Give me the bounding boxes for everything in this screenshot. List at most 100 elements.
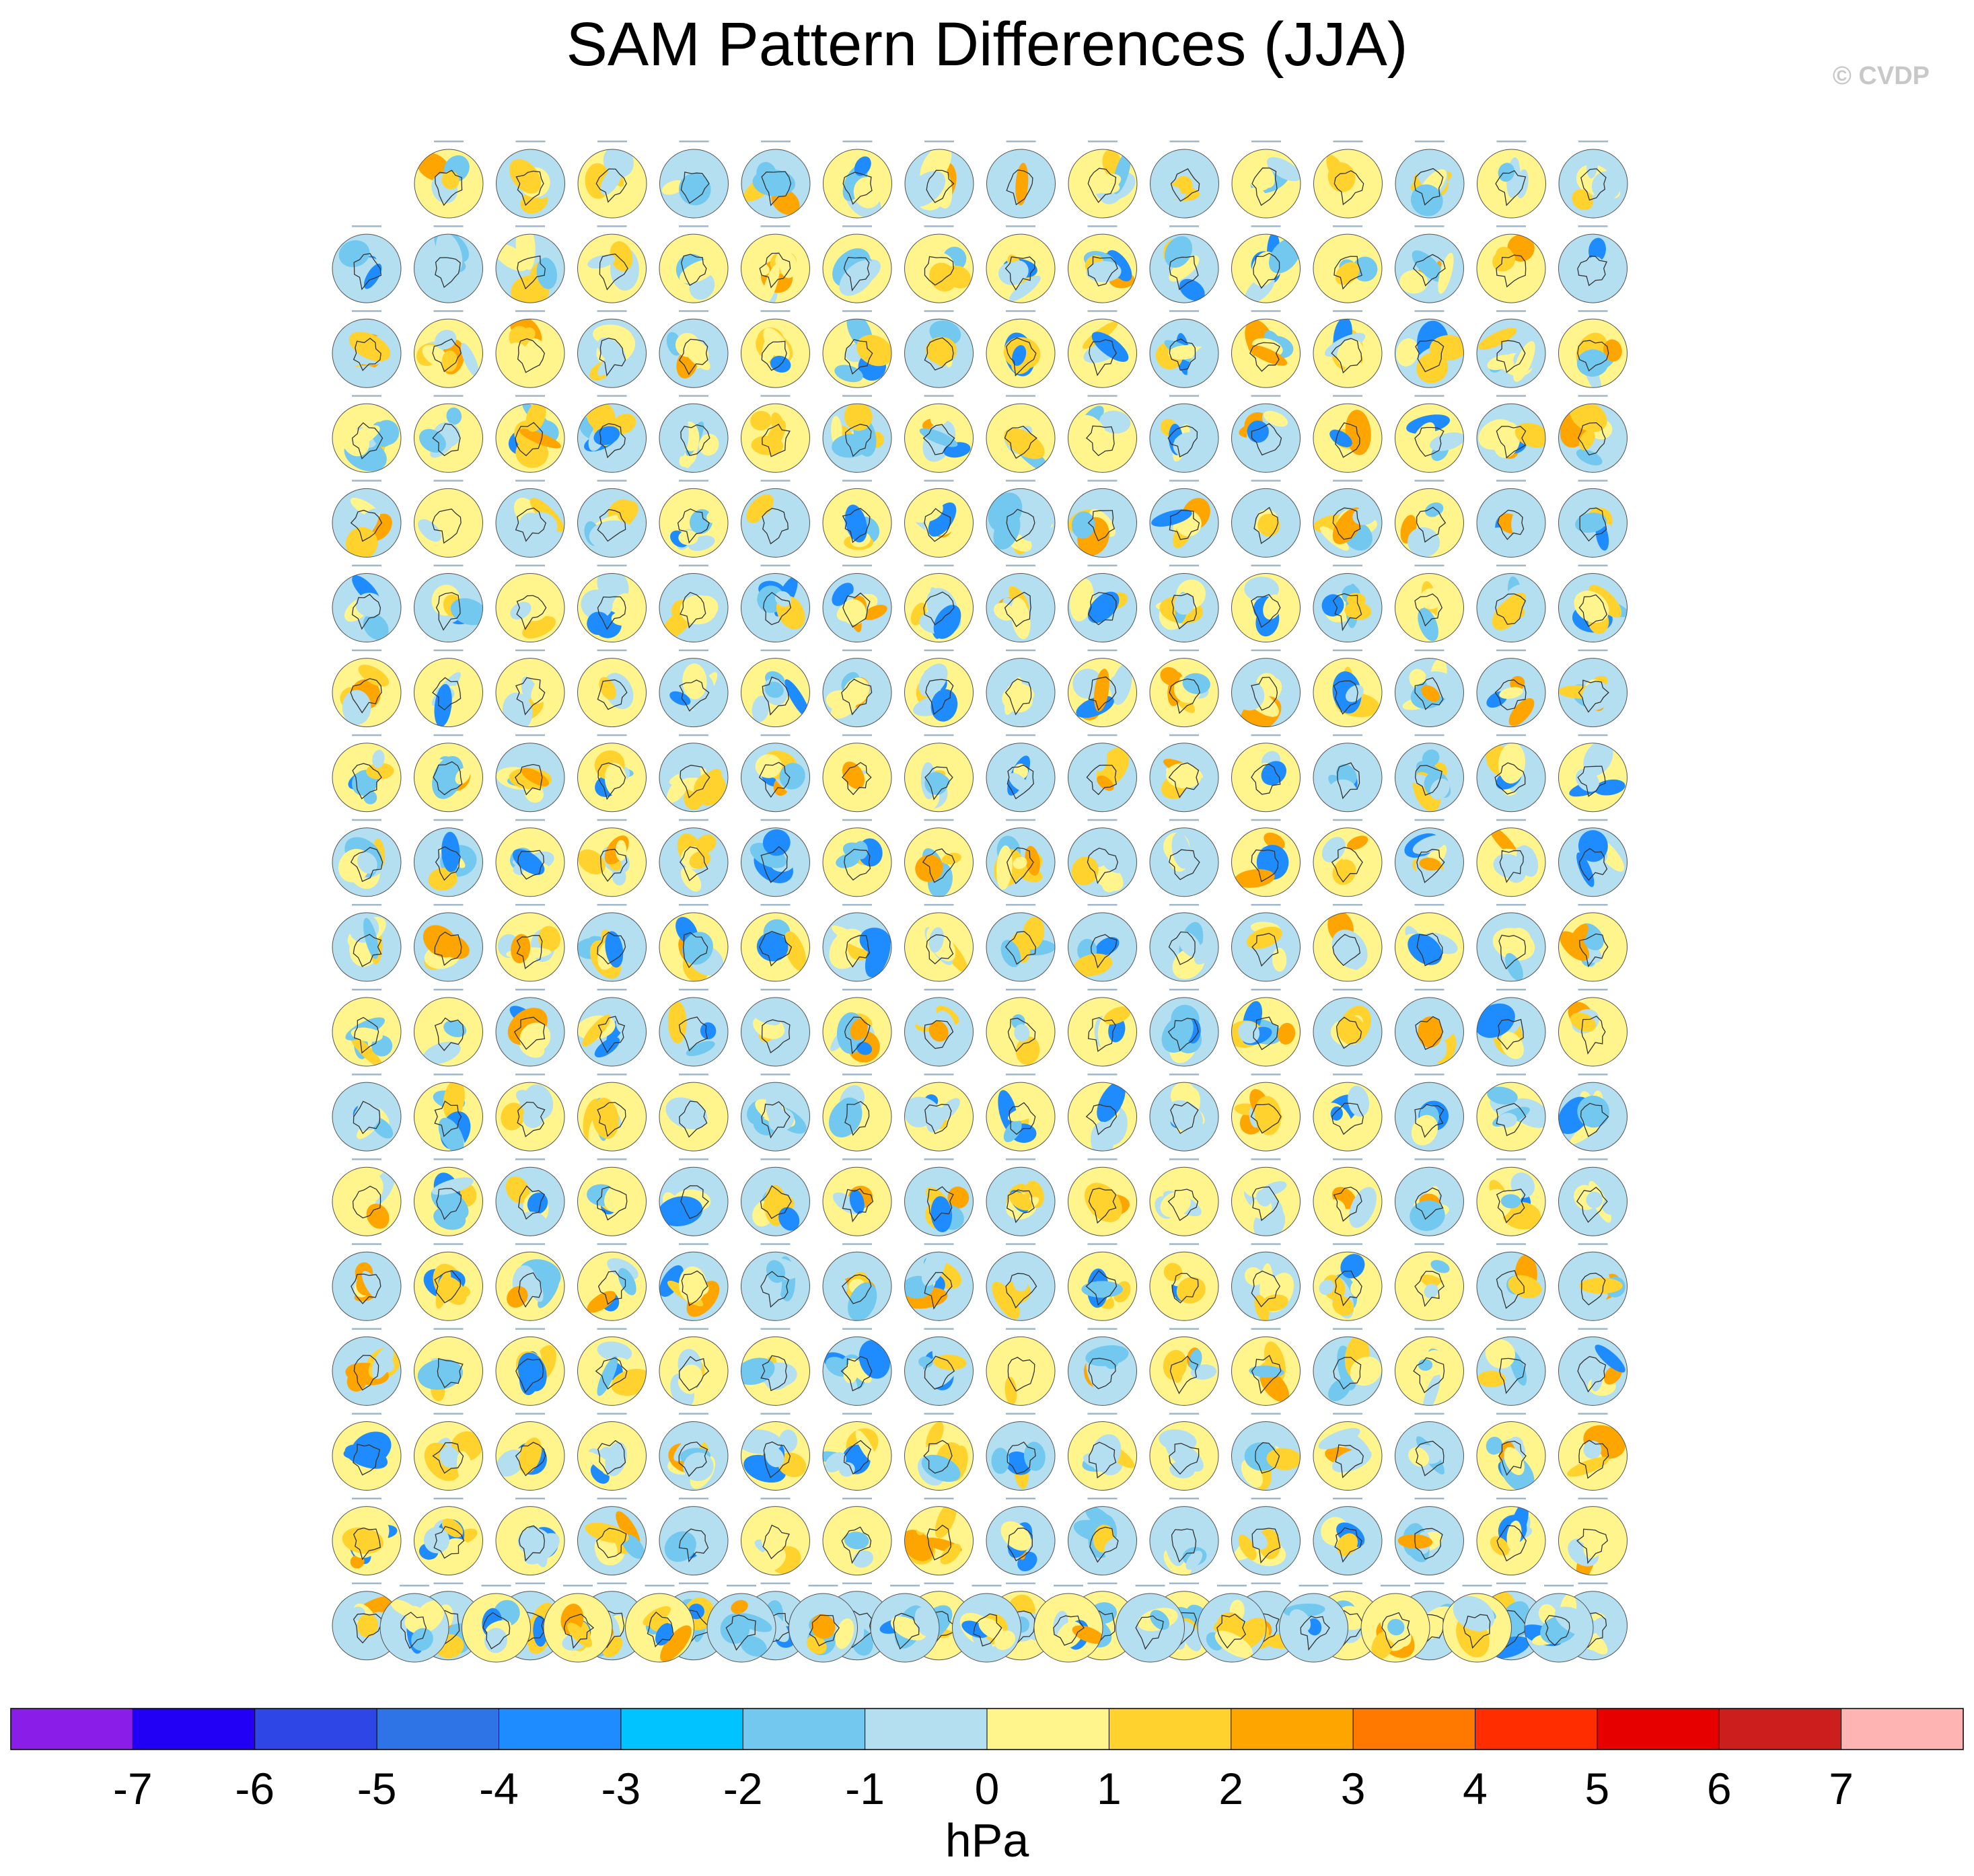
- map-border: [1476, 403, 1546, 473]
- colorbar-swatch: [1231, 1709, 1354, 1750]
- contour-region: [581, 496, 610, 526]
- panel-caption: [1169, 819, 1199, 821]
- panel-caption: [433, 903, 464, 906]
- map-panel: [1313, 1158, 1383, 1236]
- contour-region: [620, 1103, 643, 1127]
- map-panel: [952, 1585, 1021, 1663]
- panel-caption: [433, 1413, 464, 1415]
- antarctica-coastline: [1577, 422, 1606, 456]
- map-border: [1231, 403, 1301, 473]
- antarctica-coastline: [924, 1020, 954, 1049]
- map-panel: [332, 1243, 402, 1321]
- map-panel: [822, 1158, 892, 1236]
- map-border: [1558, 1421, 1628, 1491]
- antarctica-coastline: [434, 170, 463, 207]
- panel-caption: [924, 395, 954, 397]
- contour-region: [342, 1527, 383, 1554]
- map-panel: [1360, 1585, 1430, 1663]
- map-panel: [332, 903, 402, 982]
- antarctica-coastline: [1007, 1357, 1035, 1392]
- map-panel: [986, 989, 1056, 1067]
- antarctica-coastline: [1577, 256, 1608, 287]
- contour-region: [1261, 761, 1286, 786]
- panel-caption: [1578, 649, 1608, 652]
- map-panel: [1395, 903, 1464, 982]
- panel-caption: [924, 1582, 954, 1585]
- contour-region: [1070, 578, 1094, 622]
- panel-caption: [1578, 1497, 1608, 1500]
- map-panel: [1313, 1328, 1383, 1406]
- contour-region: [1591, 171, 1621, 201]
- map-panel: [577, 1413, 647, 1491]
- panel-caption: [352, 480, 381, 482]
- contour-region: [1486, 1436, 1503, 1455]
- contour-region: [357, 852, 377, 874]
- map-panel: [986, 564, 1056, 642]
- contour-region: [1506, 1520, 1522, 1550]
- panel-caption: [1169, 480, 1199, 482]
- contour-region: [928, 502, 957, 537]
- panel-caption: [760, 1413, 791, 1415]
- contour-region: [928, 1020, 949, 1042]
- map-panel: [986, 310, 1056, 388]
- antarctica-coastline: [597, 932, 626, 965]
- contour-region: [784, 679, 810, 719]
- map-panel: [577, 1158, 647, 1236]
- map-panel: [1558, 1074, 1628, 1152]
- contour-region: [1163, 1515, 1198, 1540]
- panel-caption: [1578, 1413, 1608, 1415]
- contour-region: [762, 264, 780, 303]
- contour-region: [1420, 588, 1443, 609]
- antarctica-coastline: [515, 422, 543, 457]
- contour-region: [443, 1082, 465, 1121]
- map-panel: [332, 734, 402, 813]
- map-panel: [332, 989, 402, 1067]
- antarctica-coastline: [433, 761, 463, 796]
- map-border: [822, 1082, 892, 1152]
- contour-region: [1424, 1283, 1438, 1299]
- contour-region: [1554, 1606, 1593, 1637]
- antarctica-coastline: [1251, 422, 1282, 456]
- map-border: [1068, 1421, 1137, 1491]
- map-border: [1231, 1421, 1301, 1491]
- panel-caption: [1087, 734, 1118, 737]
- chart-title: SAM Pattern Differences (JJA): [566, 10, 1408, 79]
- map-border: [1395, 997, 1464, 1067]
- antarctica-coastline: [1414, 593, 1443, 627]
- map-panel: [1558, 1158, 1628, 1236]
- map-panel: [1313, 1413, 1383, 1491]
- contour-region: [947, 1187, 970, 1209]
- map-border: [741, 233, 810, 303]
- map-panel: [986, 141, 1056, 219]
- map-border: [414, 149, 484, 219]
- contour-region: [1498, 163, 1515, 182]
- contour-region: [519, 1022, 551, 1053]
- panel-caption: [1414, 1243, 1445, 1245]
- map-panel: [986, 903, 1056, 982]
- map-border: [1395, 743, 1464, 813]
- map-panel: [414, 310, 483, 388]
- contour-region: [423, 1041, 461, 1065]
- colorbar-tick-label: 1: [1097, 1764, 1122, 1813]
- map-panel: [495, 1413, 565, 1491]
- panel-caption: [842, 903, 872, 906]
- antarctica-coastline: [759, 252, 791, 289]
- map-border: [1558, 1506, 1628, 1576]
- contour-region: [691, 1525, 723, 1559]
- panel-caption: [433, 1243, 464, 1245]
- map-panel: [1149, 819, 1219, 897]
- contour-region: [835, 1618, 854, 1649]
- contour-region: [1244, 576, 1279, 602]
- map-panel: [1068, 225, 1137, 303]
- panel-caption: [1496, 141, 1527, 143]
- contour-region: [1258, 532, 1287, 556]
- map-panel: [659, 225, 729, 303]
- antarctica-coastline: [1496, 340, 1526, 373]
- antarctica-coastline: [1498, 934, 1527, 970]
- map-panel: [1442, 1585, 1512, 1663]
- antarctica-coastline: [353, 1355, 379, 1391]
- panel-caption: [515, 395, 545, 397]
- contour-region: [1490, 1536, 1510, 1556]
- map-panel: [1395, 1158, 1464, 1236]
- map-border: [1395, 149, 1465, 219]
